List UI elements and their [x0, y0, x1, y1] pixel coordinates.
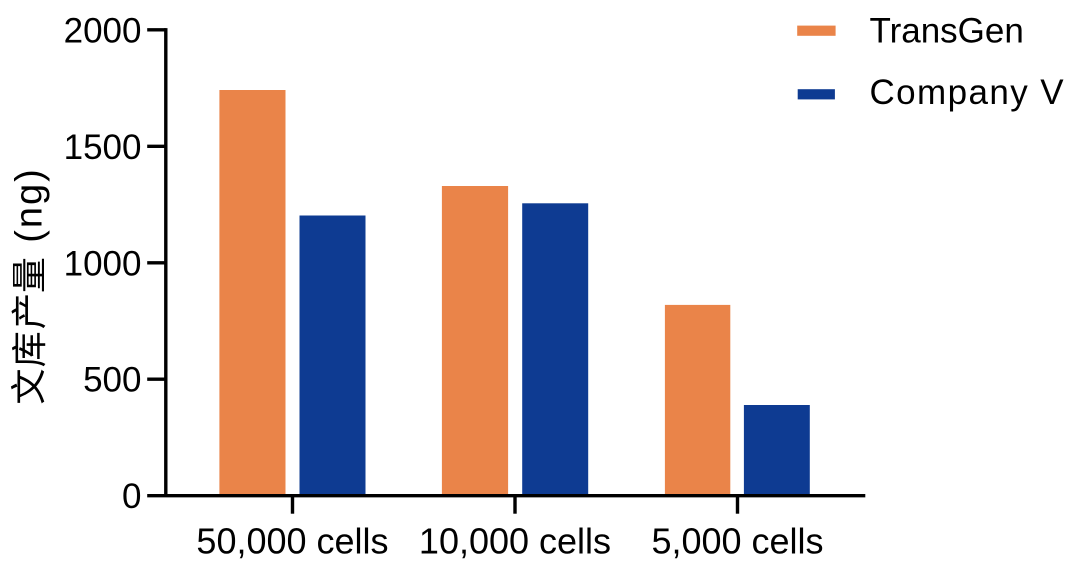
svg-text:50,000 cells: 50,000 cells — [196, 521, 388, 562]
svg-text:10,000 cells: 10,000 cells — [419, 521, 611, 562]
svg-text:Company V: Company V — [870, 73, 1065, 112]
svg-text:1500: 1500 — [64, 128, 142, 167]
svg-text:TransGen: TransGen — [870, 11, 1024, 50]
svg-text:0: 0 — [122, 477, 141, 516]
svg-text:1000: 1000 — [64, 244, 142, 283]
svg-text:(ng): (ng) — [9, 167, 51, 243]
svg-text:500: 500 — [83, 361, 141, 400]
svg-text:5,000 cells: 5,000 cells — [651, 521, 823, 562]
svg-text:2000: 2000 — [64, 11, 142, 50]
